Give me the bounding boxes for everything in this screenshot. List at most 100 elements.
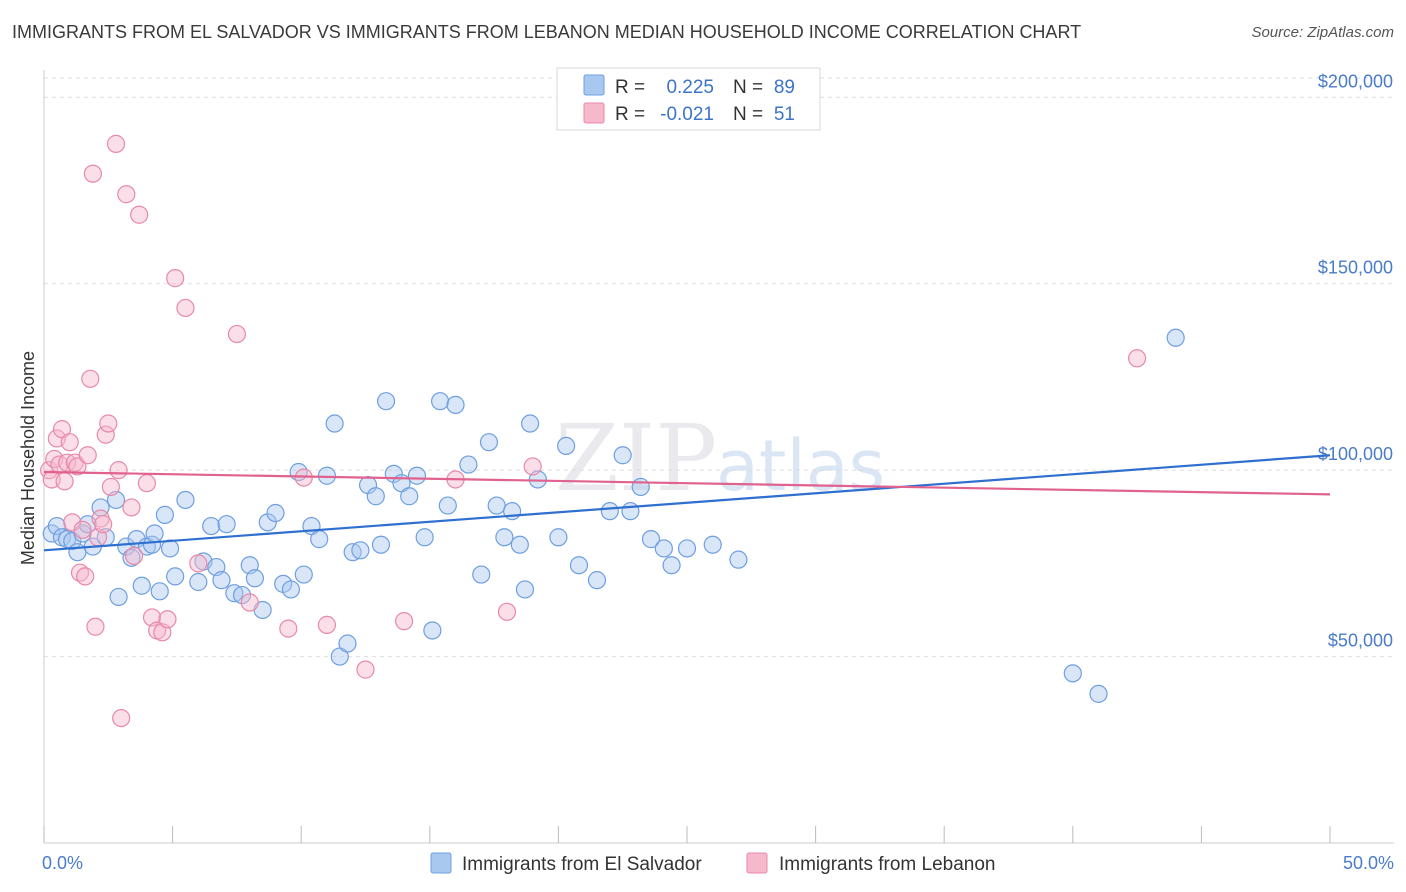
- el-salvador-point: [510, 535, 529, 554]
- lebanon-point: [523, 457, 542, 476]
- el-salvador-point: [495, 528, 514, 547]
- lebanon-trend-line: [43, 470, 1331, 496]
- lebanon-point: [130, 205, 149, 224]
- legend-top-pink-swatch: [583, 102, 605, 124]
- lebanon-point: [124, 546, 144, 566]
- el-salvador-point: [176, 490, 195, 510]
- x-ticks: [43, 826, 1331, 843]
- lebanon-point: [117, 185, 136, 204]
- legend-top-blue-n-label: N =: [733, 77, 763, 98]
- x-tick-label-min: 0.0%: [42, 853, 83, 873]
- el-salvador-point: [338, 634, 357, 653]
- el-salvador-point: [142, 535, 162, 554]
- y-tick-labels: $50,000 $100,000 $150,000 $200,000: [1318, 71, 1393, 650]
- y-tick-label: $100,000: [1318, 444, 1393, 464]
- el-salvador-point: [371, 535, 391, 554]
- lebanon-point: [55, 472, 74, 491]
- legend-top-pink-n-label: N =: [733, 104, 763, 125]
- lebanon-point: [122, 498, 141, 517]
- el-salvador-point: [155, 505, 174, 524]
- el-salvador-point: [438, 496, 457, 515]
- el-salvador-trend-line: [43, 454, 1331, 552]
- el-salvador-point: [703, 535, 722, 554]
- legend-bottom-pink-label: Immigrants from Lebanon: [779, 854, 996, 875]
- lebanon-point: [1127, 349, 1147, 368]
- legend-bottom-pink-swatch: [746, 852, 768, 874]
- el-salvador-point: [472, 565, 491, 584]
- lebanon-point: [317, 615, 337, 634]
- el-salvador-point: [621, 502, 640, 521]
- lebanon-point: [356, 660, 375, 679]
- el-salvador-point: [521, 414, 540, 433]
- el-salvador-point: [459, 455, 478, 474]
- legend-top-pink-n-value: 51: [774, 104, 795, 125]
- lebanon-point: [158, 610, 177, 629]
- el-salvador-point: [677, 539, 697, 558]
- el-salvador-point: [47, 516, 66, 536]
- el-salvador-point: [641, 530, 661, 549]
- legend-top-pink-r-value: -0.021: [660, 104, 714, 125]
- el-salvador-point: [549, 528, 568, 547]
- legend-top-blue-r-label: R =: [615, 77, 645, 98]
- el-salvador-point: [217, 515, 236, 534]
- watermark-zip: ZIP: [555, 405, 717, 512]
- el-salvador-point: [487, 496, 506, 515]
- el-salvador-point: [569, 556, 589, 575]
- el-salvador-point: [600, 502, 619, 521]
- axes: [43, 70, 1394, 844]
- lebanon-point: [99, 414, 118, 433]
- el-salvador-point: [366, 487, 385, 506]
- el-salvador-point: [587, 571, 607, 590]
- el-salvador-point: [1089, 684, 1108, 703]
- lebanon-point: [240, 593, 259, 612]
- lebanon-point: [101, 477, 120, 497]
- lebanon-point: [78, 446, 97, 465]
- el-salvador-point: [631, 477, 650, 497]
- el-salvador-point: [166, 567, 185, 586]
- el-salvador-point: [68, 543, 87, 562]
- legend-top-blue-n-value: 89: [774, 77, 795, 98]
- legend-top: R = 0.225 N = 89 R = -0.021 N = 51: [556, 67, 821, 131]
- el-salvador-point: [557, 436, 576, 456]
- lebanon-point: [68, 457, 87, 476]
- el-salvador-point: [662, 556, 681, 575]
- el-salvador-point: [132, 576, 151, 595]
- y-tick-label: $150,000: [1318, 258, 1393, 278]
- x-tick-label-max: 50.0%: [1343, 853, 1394, 873]
- el-salvador-point: [729, 550, 748, 569]
- legend-bottom-blue-label: Immigrants from El Salvador: [462, 854, 702, 875]
- el-salvador-point: [1166, 328, 1185, 347]
- el-salvador-point: [117, 537, 136, 556]
- lebanon-point: [497, 602, 517, 621]
- lebanon-point: [227, 324, 246, 344]
- legend-bottom-blue-swatch: [430, 852, 452, 874]
- legend-bottom: Immigrants from El Salvador Immigrants f…: [430, 852, 996, 875]
- lebanon-point: [76, 567, 95, 586]
- y-axis-label: Median Household Income: [18, 351, 38, 565]
- el-salvador-point: [446, 395, 465, 414]
- lebanon-point: [394, 612, 414, 631]
- lebanon-point: [137, 474, 156, 493]
- lebanon-point: [81, 369, 100, 388]
- el-salvador-point: [122, 548, 141, 567]
- lebanon-point: [96, 425, 115, 444]
- el-salvador-point: [400, 487, 419, 506]
- watermark: ZIP atlas: [555, 405, 885, 512]
- lebanon-point: [60, 433, 79, 452]
- el-salvador-point: [294, 565, 313, 584]
- el-salvador-point: [310, 530, 329, 549]
- el-salvador-point: [245, 569, 265, 588]
- el-salvador-point: [109, 587, 128, 607]
- legend-top-blue-swatch: [583, 74, 605, 96]
- el-salvador-point: [281, 580, 301, 599]
- el-salvador-point: [415, 528, 434, 547]
- el-salvador-point: [654, 539, 673, 558]
- el-salvador-point: [145, 524, 164, 543]
- el-salvador-point: [325, 414, 344, 433]
- el-salvador-point: [479, 433, 499, 452]
- el-salvador-point: [189, 572, 208, 592]
- el-salvador-point: [150, 582, 169, 601]
- lebanon-point: [86, 617, 105, 636]
- el-salvador-point: [407, 466, 427, 485]
- lebanon-point: [176, 298, 195, 318]
